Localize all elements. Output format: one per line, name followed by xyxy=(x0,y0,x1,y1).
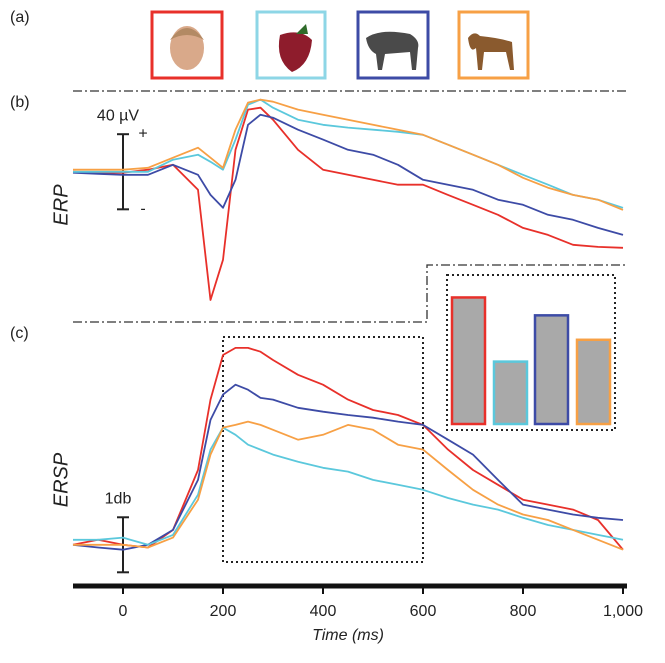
highlight-window xyxy=(222,336,424,563)
scale-bar-label: 40 µV xyxy=(97,107,139,124)
series-line xyxy=(73,98,624,209)
series-line xyxy=(72,383,624,551)
leaf xyxy=(296,24,308,34)
cap xyxy=(170,28,204,40)
bar xyxy=(492,360,529,426)
bar xyxy=(533,314,570,426)
bar xyxy=(575,338,612,426)
strawberry xyxy=(278,32,312,72)
series-line xyxy=(72,113,624,236)
face xyxy=(170,26,204,70)
panel-label: (c) xyxy=(10,325,29,342)
x-tick-label: 1,000 xyxy=(603,603,643,620)
x-tick-label: 200 xyxy=(210,603,237,620)
y-axis-label: ERP xyxy=(50,184,72,226)
inset-frame xyxy=(446,274,616,431)
antelope xyxy=(468,33,514,70)
series-line xyxy=(73,98,624,211)
x-tick-label: 0 xyxy=(119,603,128,620)
scale-sign: - xyxy=(140,201,145,218)
x-axis-label: Time (ms) xyxy=(312,627,384,644)
x-tick-label: 600 xyxy=(410,603,437,620)
panel-label: (b) xyxy=(10,94,30,111)
y-axis-label: ERSP xyxy=(50,452,72,507)
panel-label: (a) xyxy=(10,9,30,26)
x-tick-label: 400 xyxy=(310,603,337,620)
stimulus-icons xyxy=(150,10,530,80)
x-tick-label: 800 xyxy=(510,603,537,620)
scale-bar-label: 1db xyxy=(105,491,132,508)
series-line xyxy=(73,420,624,551)
divider xyxy=(73,264,627,323)
scale-sign: + xyxy=(138,125,147,142)
series-line xyxy=(73,426,624,546)
hyena xyxy=(366,31,419,70)
bar xyxy=(450,296,487,426)
series-line xyxy=(72,106,624,301)
